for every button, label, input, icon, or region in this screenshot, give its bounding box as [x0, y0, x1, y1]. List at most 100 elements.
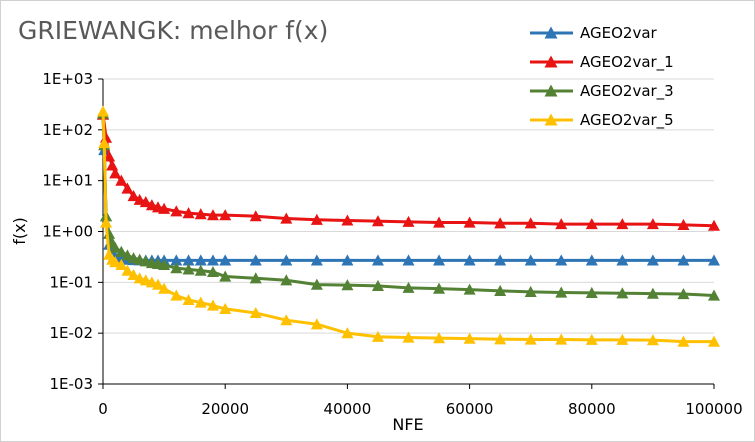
data-point	[249, 272, 262, 284]
series-4	[97, 105, 720, 347]
data-point	[555, 333, 568, 345]
chart-title: GRIEWANGK: melhor f(x)	[18, 16, 329, 45]
data-point	[182, 254, 195, 266]
data-point	[219, 254, 232, 266]
data-point	[524, 333, 537, 345]
x-tick-label: 100000	[685, 400, 742, 418]
series-group	[97, 105, 720, 347]
data-point	[402, 281, 415, 293]
data-point	[194, 208, 207, 220]
legend: AGEO2var AGEO2var_1 AGEO2var_3 AGEO2var_5	[530, 24, 674, 130]
data-point	[127, 189, 140, 202]
data-point	[206, 299, 219, 311]
legend-swatch-marker	[544, 55, 558, 68]
data-point	[371, 279, 384, 292]
data-point	[103, 150, 116, 162]
data-point	[616, 254, 629, 266]
data-point	[206, 254, 219, 266]
data-point	[524, 217, 537, 229]
data-point	[616, 333, 629, 345]
series-line	[101, 114, 715, 228]
data-point	[249, 306, 262, 319]
legend-label: AGEO2var_3	[580, 82, 674, 101]
data-point	[158, 258, 171, 271]
x-tick-labels: 0 20000 40000 60000 80000 100000	[98, 400, 742, 418]
x-axis-title: NFE	[392, 415, 423, 434]
data-point	[616, 287, 629, 299]
data-point	[341, 254, 354, 266]
data-point	[555, 218, 568, 230]
data-point	[194, 264, 207, 276]
data-point	[433, 332, 446, 344]
data-point	[708, 335, 720, 347]
data-point	[646, 254, 659, 266]
data-point	[494, 217, 507, 229]
data-point	[109, 256, 122, 268]
y-tick-label: 1E+03	[42, 70, 93, 88]
data-point	[494, 333, 507, 345]
data-point	[115, 174, 128, 186]
data-point	[280, 314, 293, 326]
data-point	[249, 254, 262, 266]
series-line	[101, 114, 714, 262]
y-axis-title: f(x)	[10, 217, 29, 245]
data-point	[219, 209, 232, 221]
data-point	[341, 214, 354, 226]
y-tick-label: 1E+01	[42, 172, 93, 190]
data-point	[433, 216, 446, 228]
series-1	[97, 108, 720, 266]
data-point	[677, 254, 690, 266]
legend-label: AGEO2var_5	[580, 111, 674, 130]
data-point	[182, 293, 195, 306]
data-point	[139, 196, 152, 208]
data-point	[280, 212, 293, 224]
data-point	[206, 209, 219, 221]
data-point	[158, 202, 171, 214]
data-point	[433, 254, 446, 266]
data-point	[121, 249, 134, 261]
data-point	[371, 254, 384, 266]
data-point	[585, 286, 598, 298]
data-point	[463, 332, 476, 344]
data-point	[170, 254, 183, 266]
data-point	[310, 278, 323, 290]
data-point	[494, 254, 507, 266]
data-point	[433, 282, 446, 294]
data-point	[310, 318, 323, 330]
data-point	[677, 335, 690, 347]
data-point	[371, 330, 384, 342]
data-point	[97, 105, 109, 117]
legend-label: AGEO2var_1	[580, 53, 674, 72]
data-point	[708, 289, 720, 301]
data-point	[310, 213, 323, 225]
data-point	[341, 279, 354, 291]
data-point	[194, 296, 207, 308]
data-point	[194, 254, 207, 266]
data-point	[115, 245, 128, 257]
y-tick-labels: 1E-03 1E-02 1E-01 1E+00 1E+01 1E+02 1E+03	[42, 70, 93, 393]
data-point	[494, 284, 507, 296]
y-tick-label: 1E+00	[42, 223, 93, 241]
data-point	[121, 182, 134, 194]
data-point	[463, 283, 476, 295]
data-point	[646, 287, 659, 299]
data-point	[463, 254, 476, 266]
data-point	[555, 254, 568, 266]
legend-swatch-marker	[544, 26, 558, 39]
data-point	[115, 258, 128, 271]
data-point	[646, 334, 659, 346]
data-point	[249, 210, 262, 222]
data-point	[402, 215, 415, 227]
data-point	[555, 286, 568, 298]
data-point	[708, 219, 720, 231]
data-point	[219, 270, 232, 282]
series-line	[101, 113, 715, 298]
data-point	[98, 137, 111, 149]
data-point	[280, 274, 293, 286]
x-tick-label: 80000	[568, 400, 616, 418]
x-tick-label: 60000	[446, 400, 494, 418]
data-point	[170, 262, 183, 274]
data-point	[182, 263, 195, 275]
data-point	[585, 254, 598, 266]
